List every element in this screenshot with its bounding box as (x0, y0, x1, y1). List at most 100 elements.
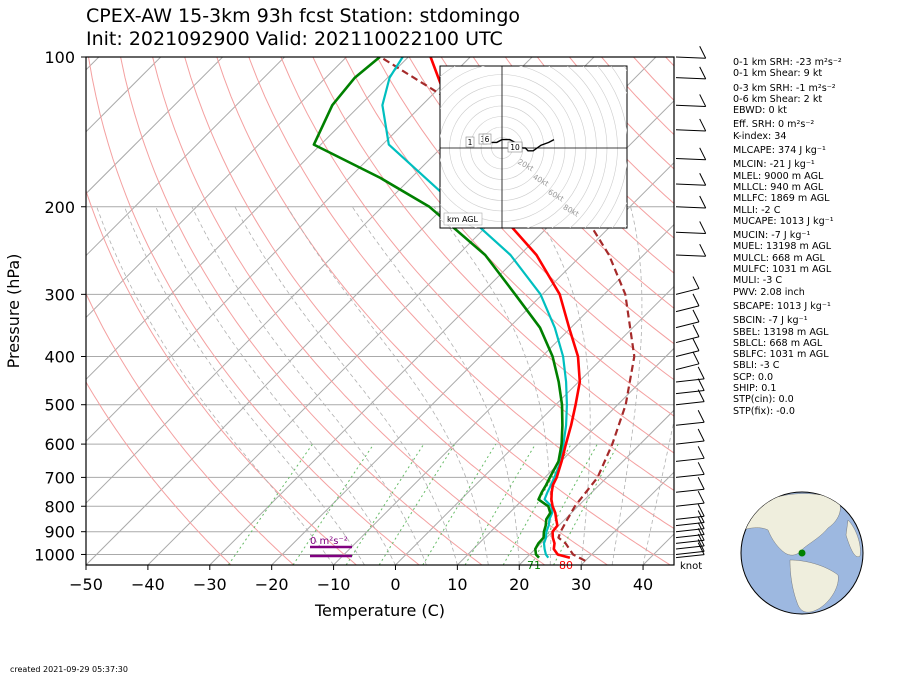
hodograph-footer-box (443, 212, 483, 226)
moist-adiabat (611, 206, 643, 565)
wind-barb-flag (697, 490, 705, 504)
dry-adiabat (86, 292, 295, 565)
wind-barb (675, 129, 706, 132)
mixing-ratio-line (227, 443, 314, 565)
isotherm-line (457, 347, 674, 565)
dry-adiabat (216, 57, 671, 565)
wind-barb-flag (692, 309, 700, 323)
plot-frame (85, 56, 675, 566)
dry-adiabat (472, 57, 674, 274)
index-line: SCP: 0.0 (733, 371, 774, 383)
wind-barb-flag (699, 66, 707, 80)
hodograph-trace (491, 138, 555, 152)
wind-barb-flag (692, 351, 700, 365)
index-line: 0-3 km SRH: -1 m²s⁻² (733, 82, 836, 94)
isotherm-line (395, 285, 674, 565)
wind-barb (675, 288, 700, 295)
isotherm-line (209, 100, 674, 565)
y-tick-label: 200 (44, 198, 75, 217)
index-line: SBLI: -3 C (733, 360, 780, 372)
hodograph-height-label: 6 (485, 135, 490, 144)
index-line: 0-6 km Shear: 2 kt (733, 93, 823, 105)
isotherm-line (86, 57, 409, 381)
isotherm-line (518, 409, 674, 565)
south-america-shape (789, 559, 839, 613)
index-line: MLCAPE: 374 J kg⁻¹ (733, 145, 826, 157)
index-line: Eff. SRH: 0 m²s⁻² (733, 119, 815, 131)
dry-adiabat (312, 57, 674, 454)
dry-adiabat (408, 57, 674, 345)
wind-barb (675, 534, 705, 539)
wind-barb-flag (697, 504, 705, 517)
x-axis-label: Temperature (C) (314, 601, 445, 620)
moist-adiabat (191, 206, 427, 565)
wind-barb (675, 522, 705, 527)
hodograph-height-box (482, 133, 492, 145)
index-line: MUCIN: -7 J kg⁻¹ (733, 230, 811, 242)
moist-adiabat (155, 206, 396, 565)
y-axis-label: Pressure (hPa) (4, 254, 23, 369)
wind-barb-flag (697, 428, 705, 442)
index-line: 0-1 km SRH: -23 m²s⁻² (733, 57, 842, 68)
x-tick-label: −10 (317, 575, 351, 594)
isotherm-line (86, 57, 162, 133)
index-line: 0-1 km Shear: 9 kt (733, 68, 823, 80)
wind-barb-flag (697, 533, 705, 547)
index-line: SBLCL: 668 m AGL (733, 337, 823, 349)
wind-barb (675, 231, 706, 234)
wind-barb (675, 473, 705, 478)
station-marker (798, 549, 806, 557)
wind-barb (675, 305, 700, 313)
wind-barb (675, 378, 705, 383)
isotherm-line (271, 161, 674, 565)
index-line: SBCIN: -7 J kg⁻¹ (733, 315, 808, 327)
y-tick-label: 700 (44, 468, 75, 487)
wind-barb-flag (699, 243, 707, 257)
wind-barb (675, 545, 705, 550)
wind-barb-flag (697, 522, 705, 535)
dry-adiabat (376, 57, 674, 381)
wind-barb (675, 56, 706, 59)
hodograph-height-box (507, 141, 523, 153)
wind-barb-flag (692, 293, 700, 307)
x-tick-label: 40 (633, 575, 653, 594)
index-line: EBWD: 0 kt (733, 105, 787, 117)
isotherm-line (86, 57, 223, 195)
wind-barb (675, 457, 705, 462)
index-line: MLCIN: -21 J kg⁻¹ (733, 159, 815, 171)
created-timestamp: created 2021-09-29 05:37:30 (10, 665, 128, 674)
y-tick-label: 500 (44, 396, 75, 415)
x-tick-label: −30 (193, 575, 227, 594)
dry-adiabat (120, 57, 483, 565)
wind-barb-flag (699, 195, 707, 209)
wind-barb-flag (692, 338, 700, 351)
x-tick-label: −20 (255, 575, 289, 594)
mixing-ratio-line (378, 443, 456, 565)
moist-adiabat (642, 419, 674, 565)
dry-adiabat (86, 381, 232, 565)
index-line: MLLCL: 940 m AGL (733, 181, 824, 193)
wind-barb-flag (697, 389, 705, 402)
wind-barb (675, 528, 705, 533)
mixing-ratio-line (345, 443, 425, 565)
moist-adiabat (532, 206, 591, 565)
x-tick-label: 20 (509, 575, 529, 594)
index-line: SHIP: 0.1 (733, 383, 777, 395)
wind-barb-flag (697, 366, 705, 380)
index-line: MUEL: 13198 m AGL (733, 241, 832, 253)
index-line: MULFC: 1031 m AGL (733, 264, 832, 276)
isotherm-line (86, 57, 347, 319)
wind-barb-flag (697, 477, 705, 490)
mixing-ratio-line (422, 443, 497, 565)
dry-adiabat (344, 57, 674, 417)
wind-barb (675, 488, 705, 493)
mixing-ratio-line (464, 443, 536, 565)
dry-adiabat (440, 57, 674, 309)
wind-barb (675, 363, 700, 371)
isotherm-line (86, 57, 285, 257)
dry-adiabat (184, 57, 608, 565)
wetbulb-profile (381, 57, 569, 559)
index-line: PWV: 2.08 inch (733, 286, 805, 298)
wind-barb-flag (692, 324, 700, 337)
